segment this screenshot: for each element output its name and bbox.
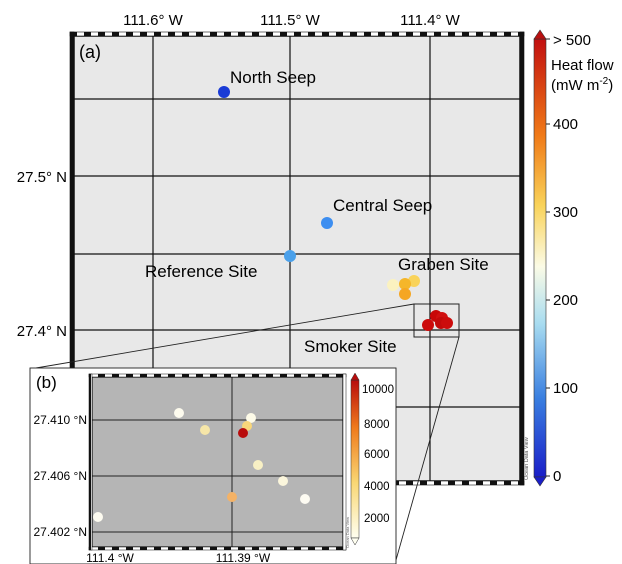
- inset-colorbar-tick-label: 10000: [362, 384, 394, 396]
- inset-sample-marker: [200, 425, 210, 435]
- inset-lon-tick-label: 111.39 °W: [216, 551, 271, 564]
- odv-credit: Ocean Data View: [524, 437, 530, 480]
- central-seep-marker: [321, 217, 333, 229]
- inset-extent-box: [413, 303, 460, 338]
- north-seep-marker: [218, 86, 230, 98]
- inset-sample-marker: [300, 494, 310, 504]
- inset-frame-left: [88, 373, 93, 551]
- colorbar-unit-close: ): [608, 77, 613, 94]
- graben-site-marker: [399, 278, 411, 290]
- inset-colorbar-min-arrow: [350, 537, 360, 546]
- inset-map-grid: [92, 377, 343, 547]
- lat-tick-label: 27.5° N: [17, 169, 67, 186]
- inset-sample-marker: [253, 460, 263, 470]
- colorbar-tick-label: > 500: [553, 32, 591, 49]
- graben-site-marker: [399, 288, 411, 300]
- inset-frame-bottom: [88, 546, 347, 551]
- inset-sample-marker: [93, 512, 103, 522]
- smoker-site-markers: [422, 310, 453, 331]
- inset-odv-credit: Ocean Data View: [345, 517, 350, 548]
- inset-colorbar-max-arrow: [350, 372, 360, 381]
- colorbar-title: Heat flow: [551, 57, 614, 74]
- inset-colorbar-tick-label: 2000: [364, 513, 390, 525]
- inset-sample-marker: [174, 408, 184, 418]
- inset-colorbar-ramp: [350, 379, 360, 539]
- lat-tick-label: 27.4° N: [17, 323, 67, 340]
- lon-tick-label: 111.5° W: [260, 12, 320, 29]
- colorbar-tick-label: 100: [553, 380, 578, 397]
- lon-tick-label: 111.6° W: [123, 12, 183, 29]
- inset-colorbar-tick-label: 4000: [364, 481, 390, 493]
- main-map-frame-right: [519, 31, 525, 486]
- inset-frame-top: [88, 373, 347, 378]
- colorbar-tick-label: 0: [553, 468, 561, 485]
- inset-sample-marker: [278, 476, 288, 486]
- inset-connector-line: [35, 303, 415, 369]
- lon-tick-label: 111.4° W: [400, 12, 460, 29]
- inset-lat-tick-label: 27.402 °N: [33, 525, 87, 539]
- colorbar-max-arrow: [533, 29, 547, 40]
- panel-label-a: (a): [79, 42, 101, 62]
- inset-frame-right: [342, 373, 347, 551]
- inset-sample-marker: [238, 428, 248, 438]
- colorbar-tick-label: 400: [553, 116, 578, 133]
- site-label-central-seep: Central Seep: [333, 196, 432, 215]
- site-label-reference-site: Reference Site: [145, 262, 257, 281]
- site-label-smoker-site: Smoker Site: [304, 337, 397, 356]
- main-map-frame-top: [69, 31, 525, 37]
- site-label-north-seep: North Seep: [230, 68, 316, 87]
- inset-map-background: [92, 377, 343, 547]
- inset-colorbar-tick-label: 8000: [364, 419, 390, 431]
- colorbar-unit-base: (mW m: [551, 77, 599, 94]
- panel-label-b: (b): [36, 373, 57, 392]
- inset-sample-marker: [246, 413, 256, 423]
- colorbar-tick-label: 200: [553, 292, 578, 309]
- inset-map: (b) 27.410 °N 27.406 °N 27.402 °N 111.4 …: [29, 367, 397, 564]
- colorbar-unit-exponent: -2: [599, 76, 608, 87]
- site-label-graben-site: Graben Site: [398, 255, 489, 274]
- inset-lon-tick-label: 111.4 °W: [86, 551, 134, 564]
- inset-lat-tick-label: 27.406 °N: [33, 469, 87, 483]
- colorbar-min-arrow: [533, 476, 547, 487]
- inset-connector-line: [395, 336, 460, 561]
- smoker-site-marker: [441, 317, 453, 329]
- reference-site-marker: [284, 250, 296, 262]
- colorbar-tick-label: 300: [553, 204, 578, 221]
- main-colorbar: > 500 400 300 200 100 0 Heat flow (mW m-…: [533, 29, 614, 487]
- inset-lat-tick-label: 27.410 °N: [33, 413, 87, 427]
- graben-site-marker: [387, 279, 399, 291]
- inset-colorbar-tick-label: 6000: [364, 449, 390, 461]
- colorbar-ramp: [533, 38, 547, 478]
- inset-sample-marker: [227, 492, 237, 502]
- colorbar-unit: (mW m-2): [551, 76, 613, 94]
- smoker-site-marker: [422, 319, 434, 331]
- graben-site-markers: [387, 275, 420, 300]
